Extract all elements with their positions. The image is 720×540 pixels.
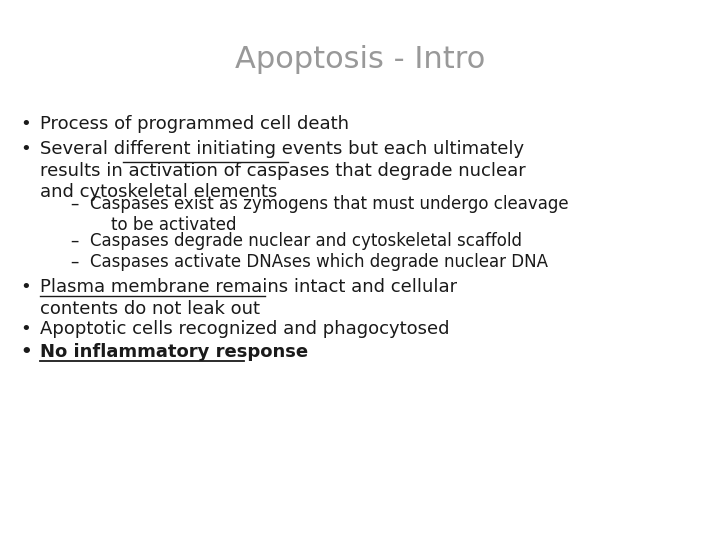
Text: Caspases exist as zymogens that must undergo cleavage
    to be activated: Caspases exist as zymogens that must und… [90, 195, 569, 234]
Text: –: – [70, 253, 78, 271]
Text: Apoptotic cells recognized and phagocytosed: Apoptotic cells recognized and phagocyto… [40, 320, 449, 338]
Text: •: • [20, 343, 32, 361]
Text: •: • [20, 320, 31, 338]
Text: –: – [70, 232, 78, 250]
Text: No inflammatory response: No inflammatory response [40, 343, 308, 361]
Text: •: • [20, 140, 31, 158]
Text: –: – [70, 195, 78, 213]
Text: •: • [20, 278, 31, 296]
Text: Process of programmed cell death: Process of programmed cell death [40, 115, 349, 133]
Text: Several different initiating events but each ultimately
results in activation of: Several different initiating events but … [40, 140, 526, 201]
Text: Apoptosis - Intro: Apoptosis - Intro [235, 45, 485, 74]
Text: Caspases activate DNAses which degrade nuclear DNA: Caspases activate DNAses which degrade n… [90, 253, 548, 271]
Text: Plasma membrane remains intact and cellular
contents do not leak out: Plasma membrane remains intact and cellu… [40, 278, 457, 318]
Text: Caspases degrade nuclear and cytoskeletal scaffold: Caspases degrade nuclear and cytoskeleta… [90, 232, 522, 250]
Text: •: • [20, 115, 31, 133]
